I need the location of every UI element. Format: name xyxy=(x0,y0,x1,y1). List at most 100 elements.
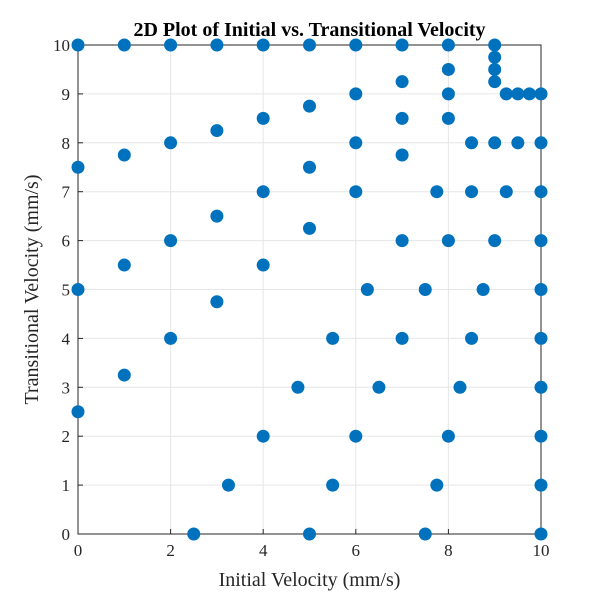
data-point xyxy=(395,75,409,89)
x-tick-label: 4 xyxy=(259,541,268,560)
data-point xyxy=(534,234,548,248)
data-point xyxy=(488,75,502,89)
data-point xyxy=(441,87,455,101)
data-point xyxy=(430,185,444,199)
data-point xyxy=(441,111,455,125)
data-point xyxy=(465,185,479,199)
data-point xyxy=(164,331,178,345)
grid-lines xyxy=(77,44,542,535)
data-point xyxy=(71,160,85,174)
data-point xyxy=(465,331,479,345)
y-tick-label: 9 xyxy=(62,85,71,104)
data-point xyxy=(441,38,455,52)
data-point xyxy=(210,209,224,223)
data-point xyxy=(441,429,455,443)
data-point xyxy=(326,478,340,492)
y-tick-label: 0 xyxy=(62,525,71,544)
data-point xyxy=(291,380,305,394)
data-point xyxy=(395,331,409,345)
data-point xyxy=(164,136,178,150)
data-point xyxy=(511,136,525,150)
x-tick-label: 2 xyxy=(166,541,175,560)
data-point xyxy=(476,283,490,296)
data-point xyxy=(71,283,85,296)
data-point xyxy=(303,527,316,541)
chart-title: 2D Plot of Initial vs. Transitional Velo… xyxy=(133,19,485,41)
data-point xyxy=(187,527,201,541)
data-point xyxy=(499,87,513,101)
data-point xyxy=(534,283,548,296)
data-point xyxy=(453,380,467,394)
data-point xyxy=(441,62,455,76)
data-point xyxy=(349,38,363,52)
y-tick-label: 1 xyxy=(62,476,71,495)
data-point xyxy=(395,38,409,52)
data-point xyxy=(360,283,374,296)
data-point xyxy=(441,234,455,248)
data-point xyxy=(256,258,270,272)
data-point xyxy=(303,221,316,235)
data-point xyxy=(488,234,502,248)
x-tick-label: 6 xyxy=(352,541,361,560)
data-point xyxy=(349,429,363,443)
data-point xyxy=(534,478,548,492)
data-point xyxy=(395,111,409,125)
data-point xyxy=(418,283,432,296)
data-point xyxy=(117,258,131,272)
axis-ticks: 0 2 4 6 8 10 0 1 2 3 4 5 6 7 8 9 10 xyxy=(53,36,550,560)
data-point xyxy=(164,38,178,52)
data-point xyxy=(256,38,270,52)
data-point xyxy=(303,160,316,174)
x-tick-label: 0 xyxy=(74,541,83,560)
data-point xyxy=(210,295,224,309)
y-tick-label: 5 xyxy=(62,281,71,300)
data-point xyxy=(256,429,270,443)
data-point xyxy=(117,38,131,52)
data-points xyxy=(71,38,548,541)
y-tick-label: 2 xyxy=(62,427,71,446)
data-point xyxy=(465,136,479,150)
y-tick-label: 3 xyxy=(62,378,71,397)
y-tick-label: 4 xyxy=(62,329,71,348)
data-point xyxy=(117,148,131,162)
x-axis-label: Initial Velocity (mm/s) xyxy=(219,569,401,591)
data-point xyxy=(534,527,548,541)
data-point xyxy=(499,185,513,199)
data-point xyxy=(71,405,85,419)
data-point xyxy=(534,331,548,345)
data-point xyxy=(395,148,409,162)
data-point xyxy=(488,62,502,76)
y-tick-label: 6 xyxy=(62,232,71,251)
data-point xyxy=(534,87,548,101)
data-point xyxy=(430,478,444,492)
data-point xyxy=(164,234,178,248)
data-point xyxy=(511,87,525,101)
y-tick-label: 10 xyxy=(53,36,70,55)
x-tick-label: 8 xyxy=(444,541,453,560)
data-point xyxy=(326,331,340,345)
data-point xyxy=(349,87,363,101)
data-point xyxy=(349,136,363,150)
data-point xyxy=(256,185,270,199)
y-tick-label: 8 xyxy=(62,134,71,153)
data-point xyxy=(534,185,548,199)
y-tick-label: 7 xyxy=(62,183,71,202)
y-axis-label: Transitional Velocity (mm/s) xyxy=(21,175,43,405)
data-point xyxy=(534,380,548,394)
data-point xyxy=(395,234,409,248)
data-point xyxy=(349,185,363,199)
data-point xyxy=(488,38,502,52)
data-point xyxy=(488,136,502,150)
data-point xyxy=(71,38,85,52)
data-point xyxy=(372,380,386,394)
data-point xyxy=(221,478,235,492)
data-point xyxy=(534,429,548,443)
data-point xyxy=(210,124,224,138)
data-point xyxy=(303,38,316,52)
data-point xyxy=(488,50,502,64)
x-tick-label: 10 xyxy=(533,541,550,560)
data-point xyxy=(256,111,270,125)
data-point xyxy=(534,136,548,150)
data-point xyxy=(210,38,224,52)
